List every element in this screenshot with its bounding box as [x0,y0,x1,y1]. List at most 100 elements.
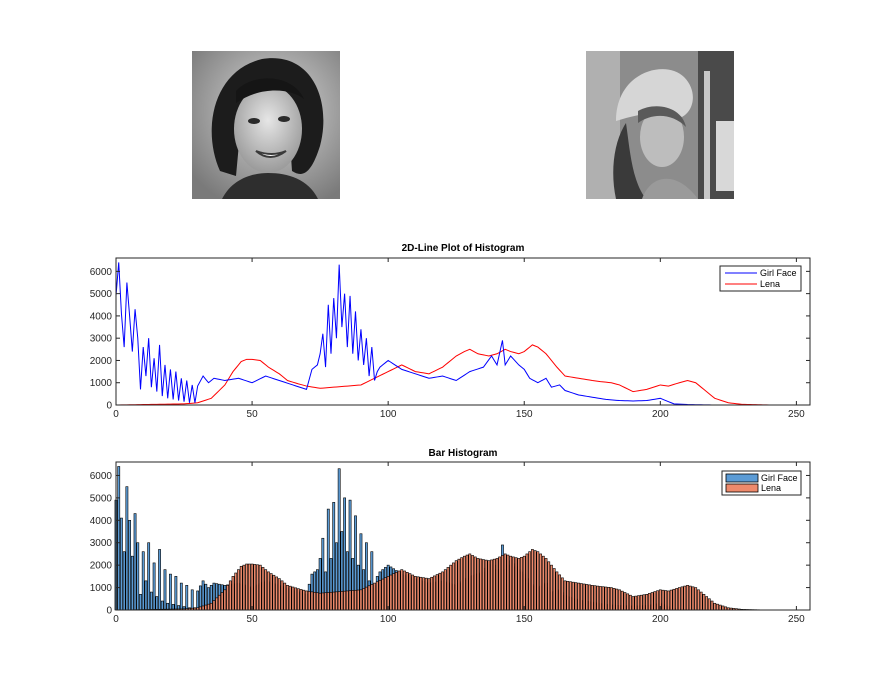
lena-bar [650,592,654,611]
girl-face-bar [139,593,142,611]
bar-chart-y-tick-label: 6000 [90,471,113,482]
lena-bar [253,564,257,611]
lena-bar [245,563,249,611]
lena-bar [574,582,578,611]
lena-bar [362,588,366,611]
lena-bar [275,576,278,611]
bar-chart-y-tick-label: 1000 [90,583,113,594]
lena-bar [718,604,722,611]
lena-bar [264,569,268,611]
girl-face-bar [152,562,156,611]
lena-bar [277,578,281,611]
girl-face-bar [179,582,183,611]
lena-bar [517,558,521,611]
lena-bar [683,585,687,611]
lena-bar [247,563,251,611]
lena-bar [555,571,559,611]
lena-bar [672,588,676,611]
lena-bar [566,580,570,611]
lena-bar [234,572,238,611]
lena-bar [258,564,262,611]
line-chart-ticks: 0 50 100 150 200 250 0 1000 2000 3000 4000 5000 6000 [90,258,810,420]
lena-bar [653,591,657,611]
line-chart: 2D-Line Plot of Histogram 0 50 100 150 200 25… [90,243,811,420]
bar-chart-x-tick-label: 0 [113,614,119,625]
lena-bar [345,590,349,611]
lena-bar [525,553,529,611]
lena-bar [386,576,390,611]
lena-bar [419,576,423,611]
lena-bar [476,558,480,611]
lena-bar [389,574,393,611]
lena-bar [460,557,464,611]
lena-bar [533,550,537,611]
lena-bar [536,551,540,611]
girl-face-bar [190,589,194,611]
lena-bar [207,603,210,611]
girl-face-bar [144,580,148,611]
girl-face-bar [120,517,123,611]
lena-bar [669,589,673,611]
lena-bar [250,563,254,611]
lena-bar [462,555,466,611]
bar-chart-x-tick-label: 150 [516,614,533,625]
line-legend-lena-label: Lena [760,279,780,289]
lena-bar [479,558,483,611]
girl-face-bar [122,551,126,611]
lena-bar [656,590,659,611]
lena-bar [397,570,401,611]
lena-bar [283,582,287,611]
girl-face-bar [198,585,202,611]
lena-bar [457,558,461,611]
lena-bar [237,569,240,611]
lena-bar [299,589,303,611]
lena-bar [707,598,711,611]
lena-bar [677,587,681,611]
lena-bar [424,577,428,611]
line-chart-frame [115,257,811,406]
line-chart-x-tick-label: 50 [247,409,259,420]
lena-bar [547,561,551,611]
line-chart-plot-area [115,262,810,406]
lena-bar [579,583,583,611]
lena-bar [288,585,292,611]
lena-bar [441,571,444,611]
lena-bar [337,591,341,611]
lena-bar [511,556,515,611]
bar-chart-y-tick-label: 5000 [90,493,113,504]
lena-line [115,344,810,406]
lena-bar [223,589,227,611]
lena-bar [506,554,510,611]
girl-face-bar [133,513,137,611]
lena-bar [569,581,572,611]
lena-bar [218,594,221,611]
line-chart-y-tick-label: 4000 [90,311,113,322]
lena-bar [408,573,412,611]
lena-bar [204,604,208,611]
lena-bar [631,596,635,611]
bar-chart-ticks: 0 50 100 150 200 250 0 1000 2000 3000 4000 5000 6000 [90,462,810,625]
lena-bar [528,551,532,611]
lena-bar [375,581,379,611]
lena-bar [531,549,534,611]
lena-bar [618,589,621,611]
lena-bar [359,589,363,611]
lena-bar [702,593,706,611]
lena-bar [269,573,273,611]
girl-face-bar [158,549,161,611]
lena-bar [324,592,327,611]
lena-bar [484,559,488,611]
lena-bar [601,586,605,611]
lena-bar [490,559,493,611]
lena-bar [539,553,542,611]
lena-bar [351,590,355,611]
girl-face-bar [141,551,145,611]
lena-bar [381,578,385,611]
line-chart-x-tick-label: 250 [788,409,805,420]
bar-chart-y-tick-label: 4000 [90,516,113,527]
bar-chart-x-tick-label: 50 [247,614,259,625]
lena-bar [585,584,589,611]
lena-bar [305,590,308,611]
lena-bar [623,592,627,611]
